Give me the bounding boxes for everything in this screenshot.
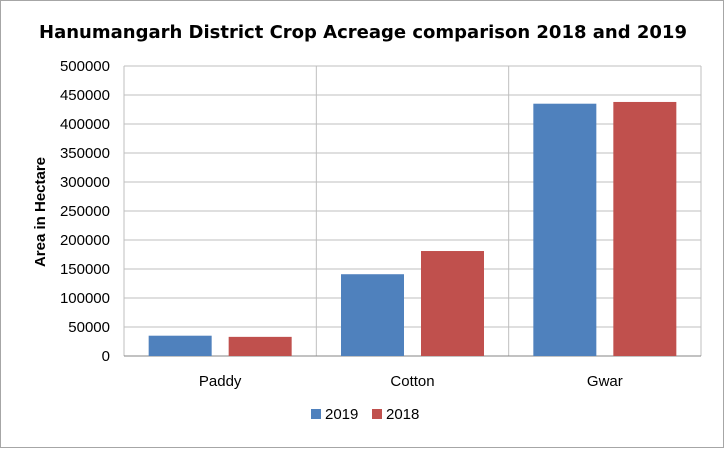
bar-2019-gwar — [533, 103, 597, 356]
y-tick-label: 350000 — [60, 145, 110, 162]
bar-2018-paddy — [228, 336, 292, 356]
bars — [148, 101, 677, 357]
bar-2018-gwar — [613, 101, 677, 357]
legend: 2019 2018 — [311, 406, 419, 423]
legend-swatch-2019 — [311, 409, 321, 419]
legend-swatch-2018 — [372, 409, 382, 419]
y-tick-label: 150000 — [60, 261, 110, 278]
y-tick-label: 0 — [102, 348, 110, 365]
bar-2019-paddy — [148, 335, 212, 356]
y-tick-label: 300000 — [60, 174, 110, 191]
y-tick-label: 250000 — [60, 203, 110, 220]
y-tick-label: 500000 — [60, 58, 110, 75]
x-tick-label: Paddy — [199, 373, 242, 390]
y-tick-label: 450000 — [60, 87, 110, 104]
y-tick-label: 200000 — [60, 232, 110, 249]
legend-label-2018: 2018 — [386, 406, 419, 423]
y-tick-label: 400000 — [60, 116, 110, 133]
y-tick-label: 100000 — [60, 290, 110, 307]
bar-2018-cotton — [421, 251, 484, 356]
legend-label-2019: 2019 — [325, 406, 358, 423]
x-axis-ticks: Paddy Cotton Gwar — [199, 373, 623, 390]
x-tick-label: Gwar — [587, 373, 623, 390]
y-axis-label: Area in Hectare — [32, 157, 49, 267]
y-axis-ticks: 0 50000 100000 150000 200000 250000 300000 3500… — [60, 58, 110, 365]
y-tick-label: 50000 — [68, 319, 110, 336]
chart-title: Hanumangarh District Crop Acreage compar… — [39, 22, 687, 43]
x-tick-label: Cotton — [390, 373, 434, 390]
gridlines — [123, 65, 702, 357]
bar-2019-cotton — [341, 274, 404, 356]
